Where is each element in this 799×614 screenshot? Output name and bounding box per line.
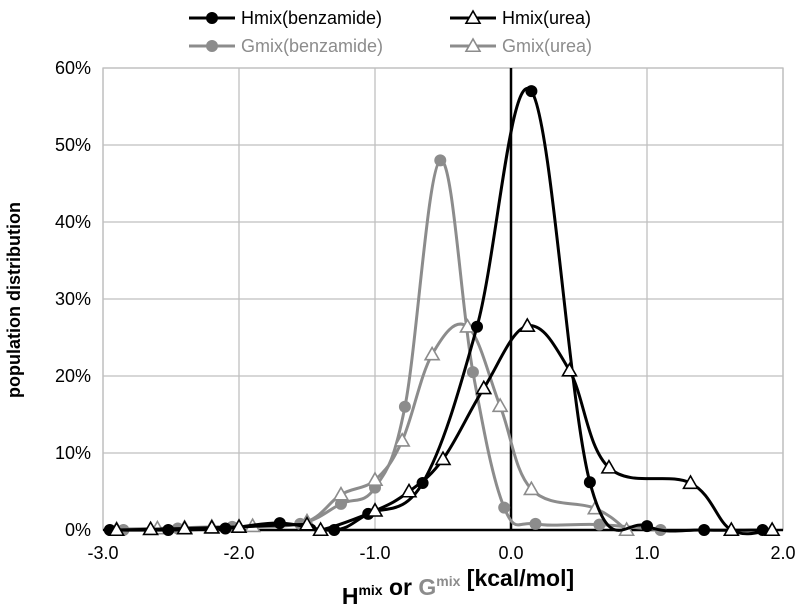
data-point — [475, 379, 493, 395]
legend-item: Hmix(urea) — [450, 8, 591, 28]
data-point — [366, 502, 384, 517]
data-point — [312, 521, 329, 537]
x-label-superscript: mix — [436, 573, 460, 589]
data-point — [593, 518, 606, 531]
series-hmix-benzamide- — [103, 85, 769, 536]
x-tick-label: 2.0 — [770, 543, 795, 563]
data-point — [434, 154, 447, 167]
data-point — [466, 366, 479, 379]
y-tick-label: 40% — [55, 212, 91, 232]
legend-marker — [464, 37, 482, 53]
data-point — [600, 459, 618, 474]
data-point — [423, 345, 441, 361]
data-point — [641, 520, 653, 533]
data-point — [471, 320, 483, 333]
x-tick-label: -3.0 — [87, 543, 118, 563]
y-tick-label: 60% — [55, 58, 91, 78]
x-tick-labels: -3.0 -2.0 -1.0 0.0 1.0 2.0 — [87, 543, 795, 563]
legend-marker — [206, 12, 218, 24]
data-point — [398, 400, 411, 413]
legend-item: Gmix(benzamide) — [189, 36, 383, 56]
x-tick-label: -1.0 — [359, 543, 390, 563]
series-group — [103, 85, 781, 537]
legend-label: Gmix(benzamide) — [241, 36, 383, 56]
legend-item: Gmix(urea) — [450, 36, 592, 56]
data-point — [491, 397, 509, 413]
x-label-part: [kcal/mol] — [460, 565, 574, 591]
y-tick-label: 10% — [55, 443, 91, 463]
x-tick-label: 0.0 — [498, 543, 523, 563]
y-tick-label: 30% — [55, 289, 91, 309]
data-point — [698, 524, 711, 536]
legend-marker — [206, 40, 218, 52]
data-point — [583, 476, 596, 489]
data-point — [273, 517, 286, 530]
data-point — [525, 85, 538, 98]
data-point — [203, 519, 221, 534]
data-point — [459, 318, 476, 333]
legend-label: Hmix(urea) — [502, 8, 591, 28]
data-point — [561, 361, 578, 377]
x-axis-label: Hmix or Gmix [kcal/mol] — [342, 565, 574, 609]
data-point — [518, 317, 536, 333]
data-point — [230, 518, 248, 533]
legend-item: Hmix(benzamide) — [189, 8, 382, 28]
data-point — [722, 521, 740, 537]
y-tick-labels: 0% 10% 20% 30% 40% 50% 60% — [55, 58, 91, 540]
data-point — [763, 521, 781, 537]
data-point — [332, 485, 350, 501]
data-point — [108, 521, 125, 537]
x-label-part: or — [383, 574, 419, 600]
data-point — [393, 432, 411, 447]
data-point — [529, 517, 542, 530]
legend-marker — [464, 9, 482, 25]
data-point — [498, 501, 511, 514]
x-label-part: H — [342, 583, 359, 609]
x-tick-label: 1.0 — [634, 543, 659, 563]
legend-label: Gmix(urea) — [502, 36, 592, 56]
data-point — [400, 482, 418, 498]
legend-label: Hmix(benzamide) — [241, 8, 382, 28]
data-point — [176, 519, 193, 535]
data-point — [366, 471, 384, 487]
series-hmix-urea- — [108, 317, 781, 537]
data-point — [298, 515, 316, 531]
y-tick-label: 50% — [55, 135, 91, 155]
y-tick-label: 20% — [55, 366, 91, 386]
x-label-superscript: mix — [358, 582, 382, 598]
data-point — [682, 474, 699, 490]
x-label-part: G — [418, 574, 436, 600]
legend: Hmix(benzamide) Hmix(urea) Gmix(benzamide)… — [189, 8, 592, 56]
data-point — [142, 520, 159, 536]
data-point — [523, 480, 540, 496]
data-point — [434, 450, 452, 466]
y-axis-label: population distribution — [4, 202, 24, 398]
x-tick-label: -2.0 — [223, 543, 254, 563]
y-tick-label: 0% — [65, 520, 91, 540]
